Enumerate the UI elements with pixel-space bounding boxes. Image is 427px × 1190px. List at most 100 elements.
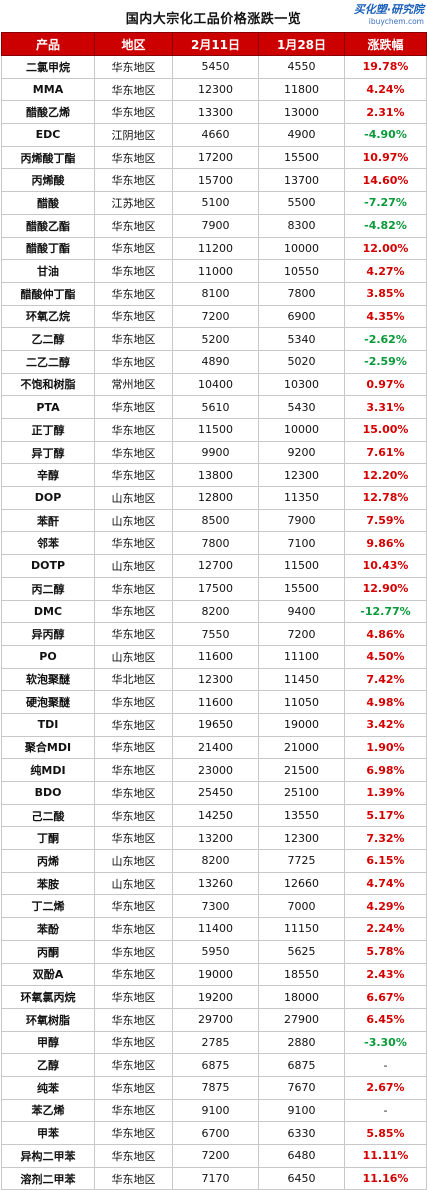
change-cell: 19.78% bbox=[344, 55, 427, 79]
price-feb11-cell: 7900 bbox=[172, 213, 259, 238]
change-cell: 11.16% bbox=[344, 1166, 427, 1190]
product-cell: 丙烯酸丁酯 bbox=[1, 145, 95, 170]
region-cell: 华东地区 bbox=[94, 576, 173, 601]
price-jan28-cell: 4550 bbox=[258, 55, 345, 79]
region-cell: 华东地区 bbox=[94, 803, 173, 828]
product-cell: 丙二醇 bbox=[1, 576, 95, 601]
product-cell: 纯苯 bbox=[1, 1075, 95, 1100]
product-cell: 乙二醇 bbox=[1, 327, 95, 351]
price-jan28-cell: 6450 bbox=[258, 1166, 345, 1190]
region-cell: 华东地区 bbox=[94, 894, 173, 919]
change-cell: -12.77% bbox=[344, 599, 427, 624]
header-product: 产品 bbox=[1, 32, 95, 56]
header-region: 地区 bbox=[94, 32, 173, 56]
table-row: 丙烯酸丁酯 华东地区 17200 15500 10.97% bbox=[1, 145, 427, 170]
table-row: BDO 华东地区 25450 25100 1.39% bbox=[1, 781, 427, 805]
price-feb11-cell: 5950 bbox=[172, 939, 259, 964]
region-cell: 华东地区 bbox=[94, 213, 173, 238]
price-feb11-cell: 7170 bbox=[172, 1166, 259, 1190]
price-jan28-cell: 6330 bbox=[258, 1121, 345, 1145]
region-cell: 华东地区 bbox=[94, 440, 173, 465]
region-cell: 华东地区 bbox=[94, 712, 173, 737]
product-cell: 聚合MDI bbox=[1, 735, 95, 760]
table-row: 异丙醇 华东地区 7550 7200 4.86% bbox=[1, 622, 427, 646]
region-cell: 华东地区 bbox=[94, 826, 173, 851]
table-row: 甲苯 华东地区 6700 6330 5.85% bbox=[1, 1121, 427, 1145]
table-row: PO 山东地区 11600 11100 4.50% bbox=[1, 644, 427, 669]
change-cell: 3.31% bbox=[344, 395, 427, 419]
table-row: DOTP 山东地区 12700 11500 10.43% bbox=[1, 554, 427, 578]
product-cell: 不饱和树脂 bbox=[1, 372, 95, 397]
price-jan28-cell: 7670 bbox=[258, 1075, 345, 1100]
change-cell: 1.39% bbox=[344, 781, 427, 805]
table-row: 甘油 华东地区 11000 10550 4.27% bbox=[1, 259, 427, 283]
price-jan28-cell: 18550 bbox=[258, 962, 345, 987]
product-cell: 环氧氯丙烷 bbox=[1, 985, 95, 1009]
change-cell: 7.59% bbox=[344, 508, 427, 533]
change-cell: 5.78% bbox=[344, 939, 427, 964]
price-feb11-cell: 23000 bbox=[172, 758, 259, 782]
region-cell: 华东地区 bbox=[94, 1144, 173, 1168]
region-cell: 华东地区 bbox=[94, 349, 173, 374]
table-row: 丙酮 华东地区 5950 5625 5.78% bbox=[1, 939, 427, 964]
price-jan28-cell: 7725 bbox=[258, 849, 345, 873]
price-feb11-cell: 8500 bbox=[172, 508, 259, 533]
region-cell: 华东地区 bbox=[94, 1121, 173, 1145]
brand-logo: 买化塑·研究院 ibuychem.com bbox=[352, 3, 424, 26]
change-cell: 4.24% bbox=[344, 77, 427, 102]
table-row: 正丁醇 华东地区 11500 10000 15.00% bbox=[1, 418, 427, 442]
change-cell: -2.59% bbox=[344, 349, 427, 374]
table-row: 苯酚 华东地区 11400 11150 2.24% bbox=[1, 917, 427, 941]
product-cell: 软泡聚醚 bbox=[1, 667, 95, 692]
table-row: 环氧乙烷 华东地区 7200 6900 4.35% bbox=[1, 304, 427, 329]
product-cell: 苯乙烯 bbox=[1, 1098, 95, 1123]
price-feb11-cell: 6875 bbox=[172, 1053, 259, 1077]
price-feb11-cell: 21400 bbox=[172, 735, 259, 760]
price-feb11-cell: 5200 bbox=[172, 327, 259, 351]
price-feb11-cell: 13300 bbox=[172, 100, 259, 125]
price-jan28-cell: 11800 bbox=[258, 77, 345, 102]
price-jan28-cell: 12300 bbox=[258, 463, 345, 488]
price-feb11-cell: 13260 bbox=[172, 871, 259, 896]
product-cell: 邻苯 bbox=[1, 531, 95, 556]
table-row: 丁二烯 华东地区 7300 7000 4.29% bbox=[1, 894, 427, 919]
change-cell: 4.98% bbox=[344, 690, 427, 714]
region-cell: 山东地区 bbox=[94, 644, 173, 669]
price-feb11-cell: 7200 bbox=[172, 304, 259, 329]
table-row: MMA 华东地区 12300 11800 4.24% bbox=[1, 77, 427, 102]
price-jan28-cell: 21500 bbox=[258, 758, 345, 782]
product-cell: 环氧树脂 bbox=[1, 1007, 95, 1032]
table-row: 异构二甲苯 华东地区 7200 6480 11.11% bbox=[1, 1144, 427, 1168]
change-cell: 10.43% bbox=[344, 554, 427, 578]
price-jan28-cell: 5430 bbox=[258, 395, 345, 419]
product-cell: 丙烯 bbox=[1, 849, 95, 873]
price-jan28-cell: 11150 bbox=[258, 917, 345, 941]
product-cell: BDO bbox=[1, 781, 95, 805]
change-cell: - bbox=[344, 1098, 427, 1123]
region-cell: 华东地区 bbox=[94, 327, 173, 351]
header-date-feb11: 2月11日 bbox=[172, 32, 259, 56]
table-row: 不饱和树脂 常州地区 10400 10300 0.97% bbox=[1, 372, 427, 397]
price-feb11-cell: 13800 bbox=[172, 463, 259, 488]
product-cell: 纯MDI bbox=[1, 758, 95, 782]
change-cell: 4.27% bbox=[344, 259, 427, 283]
header: 国内大宗化工品价格涨跌一览 买化塑·研究院 ibuychem.com bbox=[0, 0, 427, 32]
change-cell: 2.24% bbox=[344, 917, 427, 941]
product-cell: 正丁醇 bbox=[1, 418, 95, 442]
price-feb11-cell: 9100 bbox=[172, 1098, 259, 1123]
price-feb11-cell: 4660 bbox=[172, 123, 259, 147]
change-cell: 1.90% bbox=[344, 735, 427, 760]
table-row: 二氯甲烷 华东地区 5450 4550 19.78% bbox=[1, 55, 427, 79]
region-cell: 华东地区 bbox=[94, 599, 173, 624]
region-cell: 华北地区 bbox=[94, 667, 173, 692]
price-jan28-cell: 4900 bbox=[258, 123, 345, 147]
region-cell: 华东地区 bbox=[94, 1075, 173, 1100]
header-date-jan28: 1月28日 bbox=[258, 32, 345, 56]
price-jan28-cell: 21000 bbox=[258, 735, 345, 760]
price-feb11-cell: 7800 bbox=[172, 531, 259, 556]
price-feb11-cell: 7200 bbox=[172, 1144, 259, 1168]
price-feb11-cell: 11400 bbox=[172, 917, 259, 941]
price-feb11-cell: 2785 bbox=[172, 1030, 259, 1055]
table-row: 二乙二醇 华东地区 4890 5020 -2.59% bbox=[1, 349, 427, 374]
price-jan28-cell: 7200 bbox=[258, 622, 345, 646]
